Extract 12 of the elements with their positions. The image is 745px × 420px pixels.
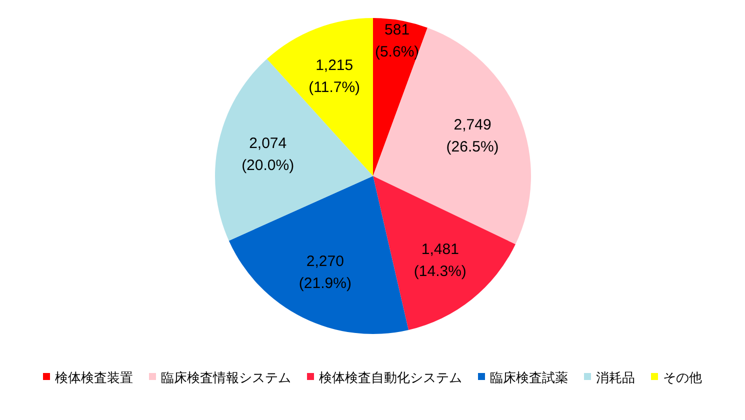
data-label: 1,481 (14.3%) (414, 240, 466, 280)
legend-label: 消耗品 (596, 370, 635, 385)
data-label: 2,074 (20.0%) (242, 134, 294, 174)
data-label: 2,749 (26.5%) (446, 116, 499, 156)
legend-label: 臨床検査情報システム (161, 370, 291, 385)
data-label: 2,270 (21.9%) (298, 253, 352, 292)
legend-label: 検体検査自動化システム (319, 370, 462, 385)
data-label: 581 (5.6%) (374, 22, 420, 61)
legend-label: その他 (663, 370, 702, 385)
legend-label: 検体検査装置 (55, 370, 133, 385)
legend-label: 臨床検査試薬 (490, 370, 568, 385)
data-label: 1,215 (11.7%) (308, 56, 360, 96)
